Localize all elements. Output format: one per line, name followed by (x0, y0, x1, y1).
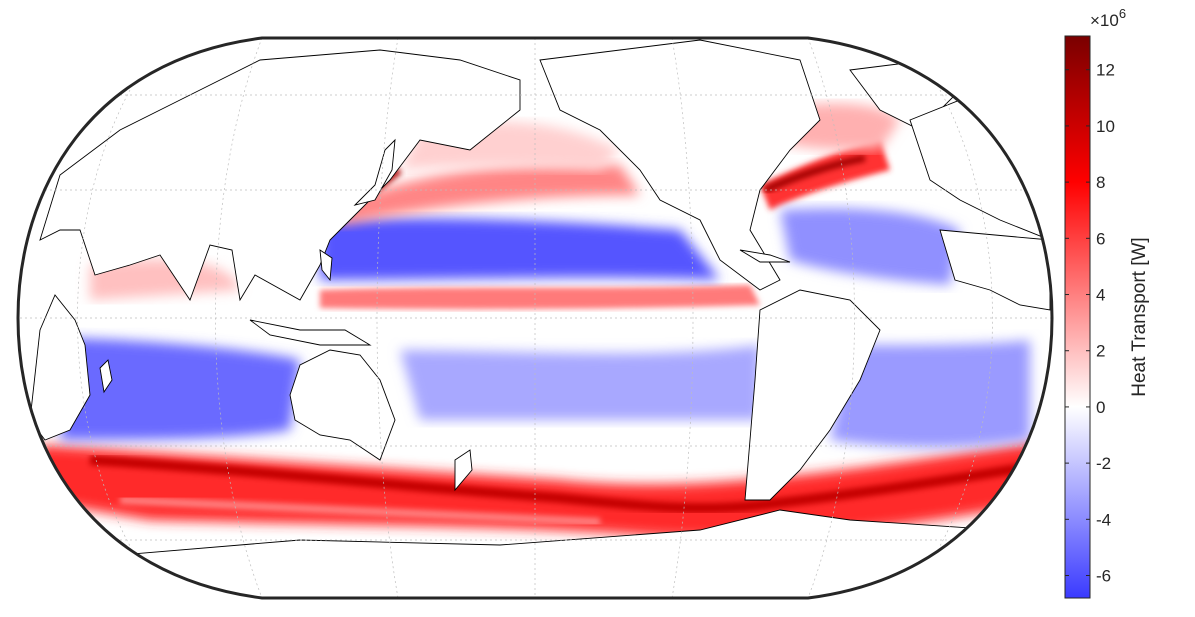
north-america (539, 39, 821, 291)
colorbar-multiplier: ×106 (1090, 6, 1126, 30)
colorbar: -6 -4 -2 0 2 4 6 8 10 12 ×106 Heat Transport [W] (1064, 6, 1150, 599)
colorbar-tick-label: 10 (1096, 117, 1115, 136)
eurasia (39, 49, 521, 302)
north-atlantic-blue (780, 208, 960, 285)
colorbar-tick-label: -4 (1096, 510, 1111, 529)
australia (289, 349, 396, 461)
graticule (18, 38, 1052, 598)
south-america (744, 289, 881, 501)
globe-outline (16, 36, 1054, 600)
south-pacific-blue (400, 345, 760, 420)
colorbar-ticks: -6 -4 -2 0 2 4 6 8 10 12 (1065, 61, 1115, 586)
colorbar-gradient (1064, 35, 1091, 599)
colorbar-tick-label: 6 (1096, 229, 1105, 248)
japan (353, 138, 396, 206)
south-indian-blue (60, 338, 300, 440)
colorbar-tick-label: -2 (1096, 454, 1111, 473)
indonesia (249, 319, 372, 346)
south-atlantic-blue (830, 340, 1030, 448)
colorbar-tick-label: -6 (1096, 567, 1111, 586)
new-zealand (454, 449, 473, 492)
caribbean (739, 249, 791, 263)
colorbar-tick-label: 8 (1096, 173, 1105, 192)
colorbar-tick-label: 0 (1096, 398, 1105, 417)
north-pacific-blue (320, 218, 720, 280)
colorbar-label: Heat Transport [W] (1129, 237, 1150, 396)
colorbar-tick-label: 12 (1096, 61, 1115, 80)
north-indian-light (90, 259, 240, 300)
madagascar (99, 359, 113, 394)
philippines (319, 249, 333, 282)
colorbar-tick-label: 2 (1096, 342, 1105, 361)
antarctica (99, 509, 1001, 598)
equatorial-band (320, 285, 760, 310)
land-masses (29, 39, 1051, 598)
globe (18, 38, 1052, 598)
kuroshio-red (330, 164, 640, 225)
colorbar-tick-label: 4 (1096, 286, 1105, 305)
